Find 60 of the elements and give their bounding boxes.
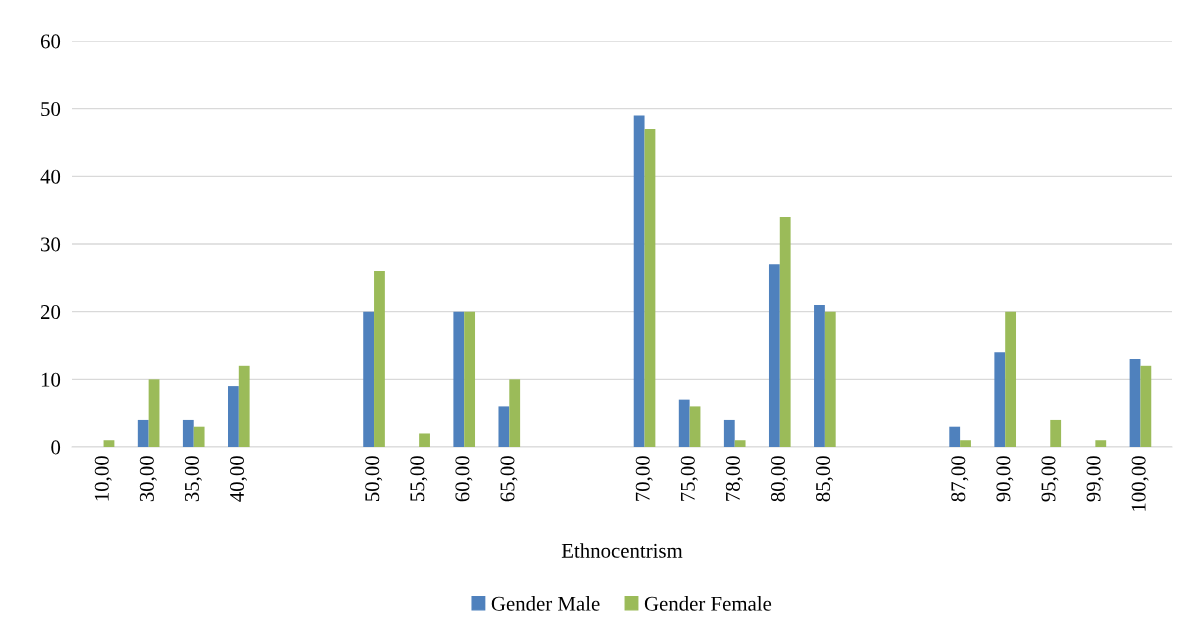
- legend-label: Gender Female: [644, 596, 772, 611]
- x-axis-title: Ethnocentrism: [561, 543, 683, 558]
- x-tick-label: 60,00: [455, 456, 473, 502]
- bar: [227, 386, 239, 447]
- x-tick-label: 35,00: [184, 456, 202, 502]
- x-tick-label: 95,00: [1041, 456, 1059, 502]
- x-tick-label: 55,00: [410, 456, 428, 501]
- bar: [1140, 365, 1152, 447]
- x-tick-label: 50,00: [365, 456, 383, 501]
- x-tick-label: 78,00: [725, 456, 743, 501]
- bar: [678, 399, 690, 447]
- x-tick-label: 99,00: [1086, 456, 1104, 502]
- bar: [498, 406, 510, 447]
- x-tick-label: 90,00: [996, 456, 1014, 502]
- bar: [453, 311, 465, 447]
- x-tick-label: 40,00: [229, 456, 248, 502]
- bar: [723, 419, 735, 447]
- bar: [509, 379, 521, 447]
- y-tick-label: 10: [41, 372, 61, 387]
- bar: [363, 311, 375, 447]
- bar: [103, 440, 115, 447]
- bar: [374, 271, 385, 447]
- x-tick-label: 100,00: [1131, 456, 1149, 511]
- y-tick-label: 20: [40, 305, 61, 320]
- bar: [689, 406, 701, 447]
- y-tick-label: 30: [41, 237, 61, 252]
- bar: [644, 128, 656, 447]
- x-tick-label: 65,00: [500, 456, 518, 502]
- bar: [1005, 311, 1017, 447]
- x-tick-label: 87,00: [951, 456, 969, 502]
- x-tick-label: 10,00: [94, 456, 112, 501]
- bar: [464, 311, 476, 447]
- x-tick-label: 80,00: [770, 456, 788, 502]
- y-tick-label: 50: [41, 102, 61, 117]
- y-tick-label: 40: [40, 169, 61, 184]
- bar: [768, 264, 780, 447]
- bar: [734, 440, 746, 447]
- bar: [960, 440, 971, 447]
- bar: [238, 365, 250, 447]
- bar: [137, 419, 149, 447]
- bar: [779, 216, 791, 447]
- x-tick-label: 70,00: [635, 456, 653, 501]
- x-tick-label: 85,00: [816, 456, 834, 502]
- bar: [148, 379, 160, 447]
- bar: [1050, 419, 1062, 447]
- bar: [1129, 359, 1141, 447]
- bar: [824, 311, 836, 447]
- x-tick-label: 30,00: [139, 456, 157, 502]
- y-tick-label: 60: [40, 34, 61, 49]
- bar: [193, 426, 205, 447]
- bar: [949, 426, 961, 447]
- bar: [182, 419, 194, 447]
- legend-label: Gender Male: [491, 596, 600, 611]
- bar: [419, 433, 430, 447]
- x-tick-label: 75,00: [680, 456, 698, 501]
- y-tick-label: 0: [51, 440, 61, 455]
- bar: [1095, 440, 1107, 447]
- bar: [814, 304, 825, 447]
- bar: [633, 115, 645, 447]
- bar: [994, 352, 1006, 447]
